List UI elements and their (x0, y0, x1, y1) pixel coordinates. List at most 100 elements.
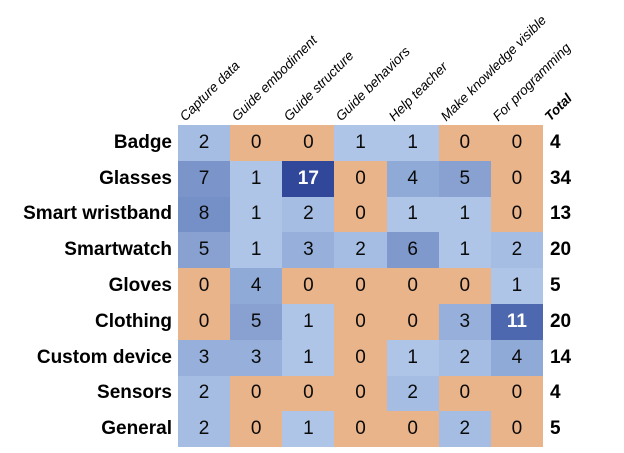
row-label: Custom device (36, 346, 172, 368)
row-label: Glasses (99, 167, 172, 189)
heatmap-cell: 2 (334, 232, 387, 269)
row-label: Sensors (97, 382, 172, 404)
heatmap-cell: 5 (438, 160, 491, 197)
heatmap-cell: 5 (178, 232, 231, 269)
heatmap-cell: 1 (386, 125, 439, 161)
row-label: Clothing (94, 310, 172, 332)
heatmap-cell: 0 (386, 411, 439, 448)
heatmap-cell: 0 (282, 268, 335, 304)
heatmap-cell: 3 (230, 339, 283, 376)
heatmap-cell: 1 (438, 196, 491, 233)
heatmap-cell: 0 (230, 375, 283, 412)
heatmap-cell: 3 (438, 303, 491, 340)
heatmap-cell: 0 (178, 268, 231, 304)
row-cells: 7 1 17 0 4 5 0 (178, 160, 543, 197)
heatmap-cell: 0 (230, 411, 283, 448)
heatmap-cell: 0 (282, 375, 335, 412)
table-row: Glasses 7 1 17 0 4 5 0 34 (0, 160, 602, 197)
heatmap-cell: 0 (334, 196, 387, 233)
table-row: Clothing 0 5 1 0 0 3 11 20 (0, 303, 602, 340)
heatmap-cell: 4 (386, 160, 439, 197)
heatmap-cell: 2 (438, 411, 491, 448)
heatmap-cell: 0 (490, 196, 543, 233)
heatmap-cell: 1 (386, 339, 439, 376)
row-label: Gloves (108, 275, 172, 297)
heatmap-cell: 2 (490, 232, 543, 269)
row-total: 5 (549, 418, 561, 440)
heatmap-cell: 7 (178, 160, 231, 197)
heatmap-cell: 0 (178, 303, 231, 340)
heatmap-cell: 0 (282, 125, 335, 161)
heatmap-cell: 2 (178, 375, 231, 412)
heatmap-cell: 0 (490, 160, 543, 197)
column-header: Make knowledge visible (437, 11, 549, 124)
row-label: Smartwatch (64, 239, 172, 261)
heatmap-cell: 0 (490, 125, 543, 161)
row-total: 14 (549, 346, 572, 368)
heatmap-cell: 1 (230, 160, 283, 197)
row-total: 20 (549, 239, 572, 261)
heatmap-cell: 1 (282, 339, 335, 376)
total-column-header: Total (541, 90, 575, 124)
heatmap-cell: 2 (386, 375, 439, 412)
heatmap-cell: 2 (282, 196, 335, 233)
heatmap-cell: 3 (178, 339, 231, 376)
column-header: Guide embodiment (228, 32, 321, 124)
heatmap-cell: 0 (334, 339, 387, 376)
heatmap-cell: 4 (230, 268, 283, 304)
row-cells: 0 5 1 0 0 3 11 (178, 303, 543, 340)
heatmap-cell: 1 (438, 232, 491, 269)
heatmap-cell: 3 (282, 232, 335, 269)
heatmap-cell: 0 (334, 160, 387, 197)
row-label: General (101, 418, 172, 440)
heatmap-cell: 0 (334, 303, 387, 340)
row-total: 13 (549, 203, 572, 225)
heatmap-cell: 0 (438, 125, 491, 161)
heatmap-cell: 0 (334, 375, 387, 412)
heatmap-cell: 6 (386, 232, 439, 269)
heatmap-cell: 1 (334, 125, 387, 161)
row-total: 5 (549, 275, 561, 297)
heatmap-cell: 2 (178, 125, 231, 161)
column-headers: Total Capture data Guide embodiment Guide … (0, 0, 624, 125)
heatmap-cell: 0 (438, 375, 491, 412)
heatmap-cell: 0 (490, 375, 543, 412)
heatmap-cell: 1 (282, 303, 335, 340)
heatmap-cell: 1 (282, 411, 335, 448)
heatmap-cell: 2 (438, 339, 491, 376)
heatmap-cell: 1 (386, 196, 439, 233)
heatmap-cell: 1 (490, 268, 543, 304)
heatmap-cell: 0 (334, 411, 387, 448)
heatmap-cell: 4 (490, 339, 543, 376)
row-label: Badge (113, 131, 172, 153)
row-total: 4 (549, 382, 561, 404)
heatmap-cell: 0 (386, 268, 439, 304)
heatmap-cell: 0 (490, 411, 543, 448)
row-label: Smart wristband (23, 203, 172, 225)
heatmap-cell: 0 (386, 303, 439, 340)
heatmap-cell: 1 (230, 196, 283, 233)
heatmap-cell: 1 (230, 232, 283, 269)
heatmap-cell: 0 (438, 268, 491, 304)
heatmap-cell: 17 (282, 160, 335, 197)
heatmap-cell: 5 (230, 303, 283, 340)
heatmap-cell: 11 (490, 303, 543, 340)
heatmap-cell: 0 (334, 268, 387, 304)
row-total: 4 (549, 131, 561, 153)
row-total: 20 (549, 310, 572, 332)
heatmap-cell: 0 (230, 125, 283, 161)
